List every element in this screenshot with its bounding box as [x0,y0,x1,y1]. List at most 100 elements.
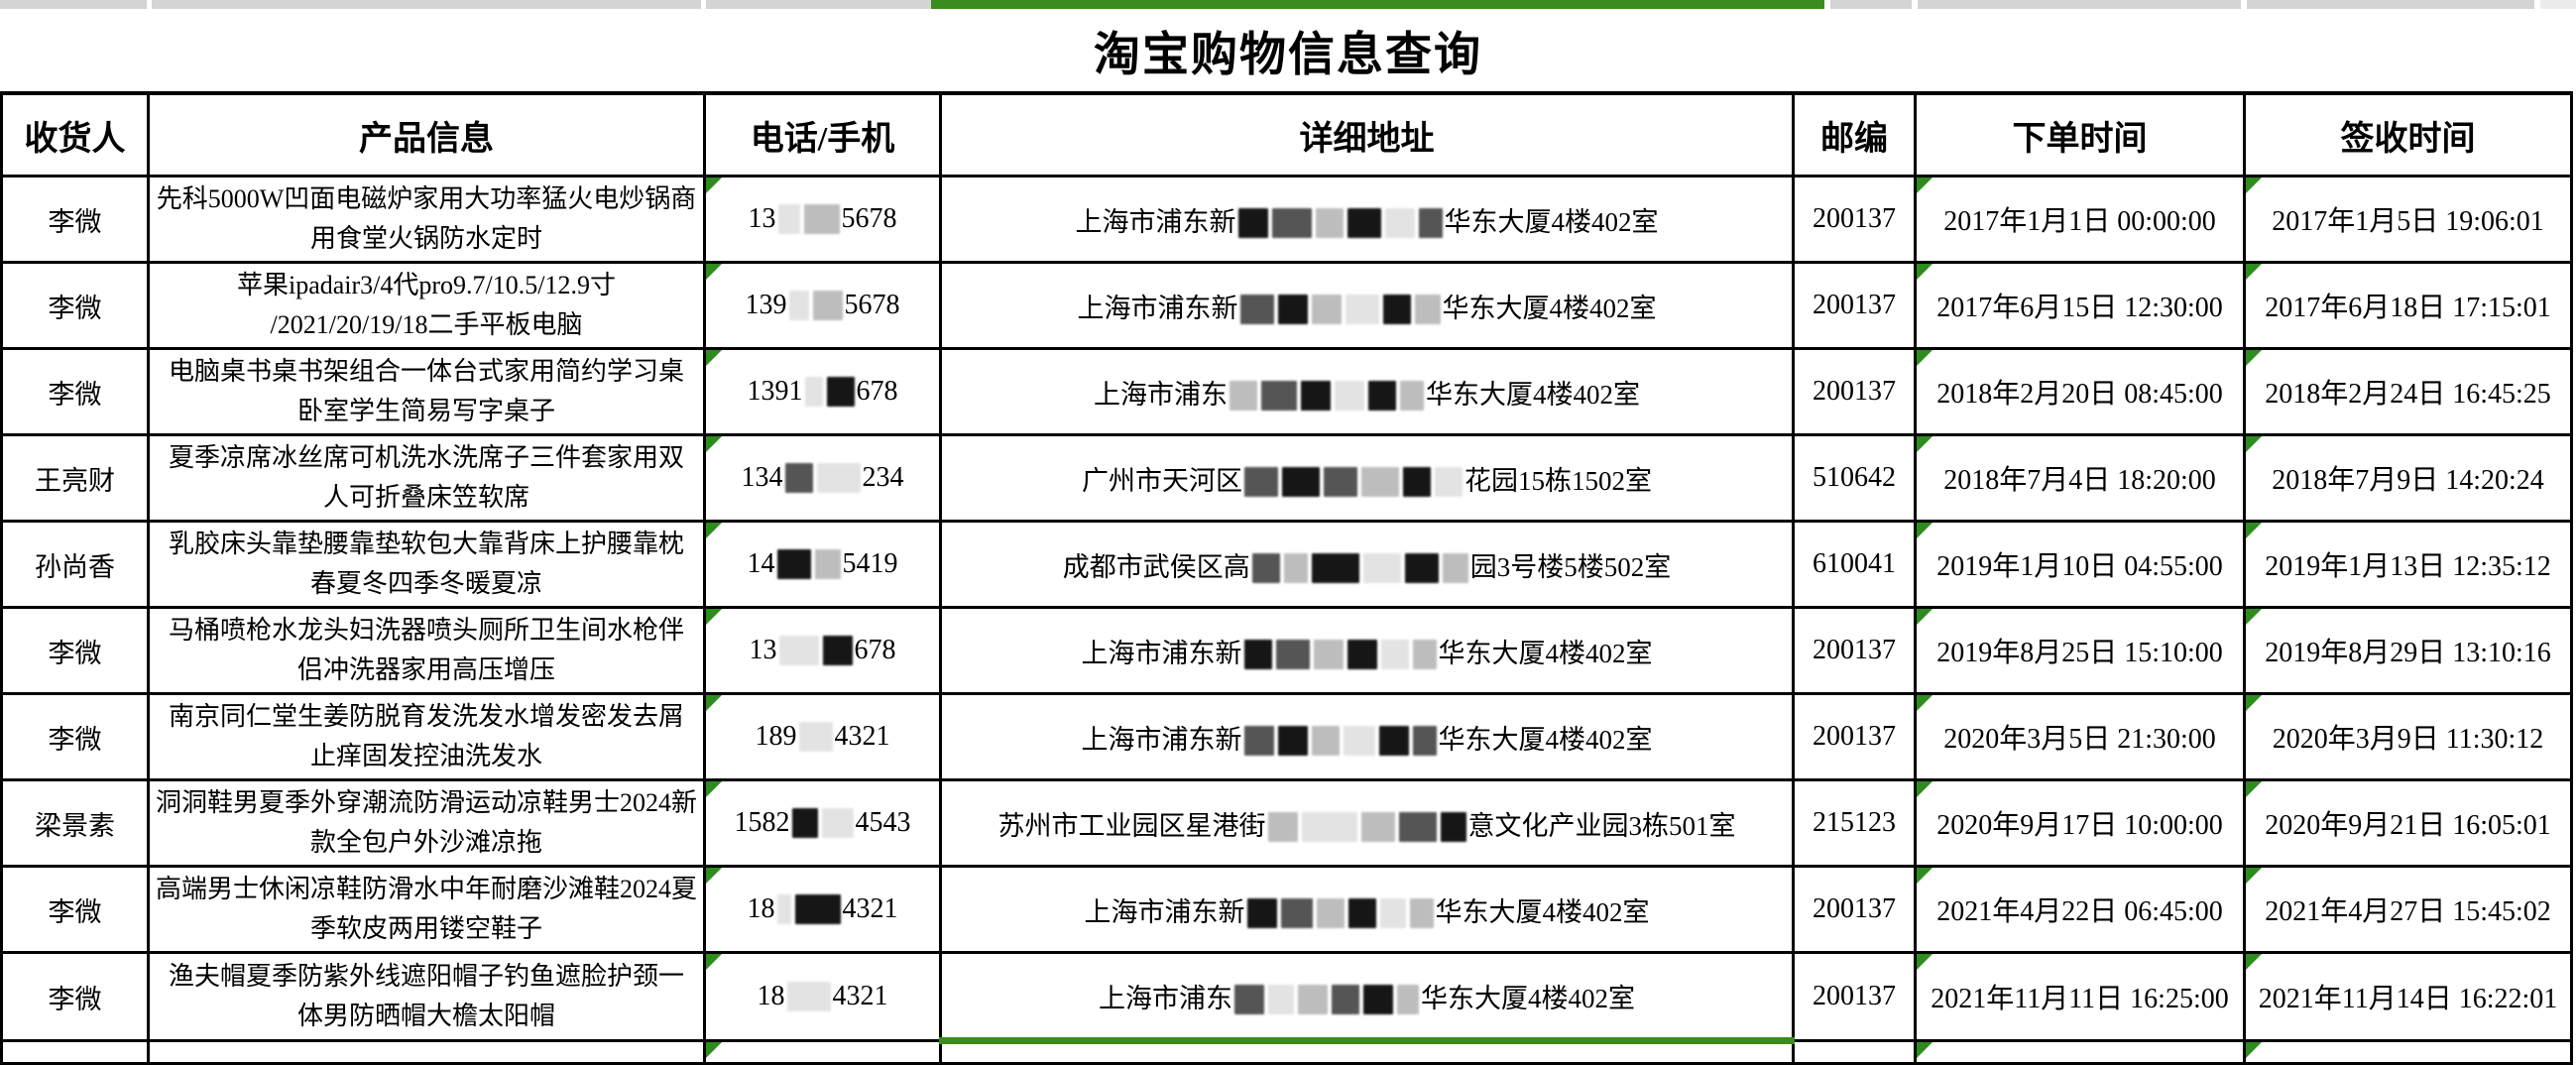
phone-cell[interactable]: 18 4321 [703,951,942,1042]
header-order-time[interactable]: 下单时间 [1914,91,2246,178]
product-cell[interactable]: 夏季凉席冰丝席可机洗水洗席子三件套家用双 人可折叠床笠软席 [147,433,706,523]
sign-time-value: 2020年3月9日 11:30:12 [2272,724,2544,755]
sign-time-cell[interactable]: 2018年2月24日 16:45:25 [2243,347,2573,436]
address-cell[interactable]: 上海市浦东新 华东大厦4楼402室 [939,865,1795,954]
address-cell[interactable]: 上海市浦东 华东大厦4楼402室 [939,347,1795,436]
address-cell[interactable]: 上海市浦东 华东大厦4楼402室 [939,951,1795,1042]
redaction-block [1324,466,1357,497]
address-cell[interactable]: 上海市浦东新 华东大厦4楼402室 [939,175,1795,264]
recipient-cell[interactable]: 李微 [0,175,150,264]
redaction-block [1347,639,1377,669]
zip-cell[interactable] [1792,1039,1917,1065]
header-zip[interactable]: 邮编 [1792,91,1917,178]
recipient-cell[interactable]: 李微 [0,261,150,350]
phone-cell[interactable] [703,1039,942,1065]
recipient-cell[interactable] [0,1039,150,1065]
zip-cell[interactable]: 510642 [1792,433,1917,523]
address-cell[interactable] [939,1037,1795,1065]
recipient-cell[interactable]: 李微 [0,692,150,781]
header-recipient[interactable]: 收货人 [0,91,150,178]
phone-cell[interactable]: 18 4321 [703,865,942,954]
error-indicator-triangle-icon [1918,351,1932,366]
product-cell[interactable]: 马桶喷枪水龙头妇洗器喷头厕所卫生间水枪伴 侣冲洗器家用高压增压 [147,606,706,695]
sign-time-cell[interactable]: 2019年1月13日 12:35:12 [2243,520,2573,609]
redaction-block [1243,725,1274,756]
phone-cell[interactable]: 1391 678 [703,347,942,436]
phone-prefix: 18 [747,893,775,924]
recipient-cell[interactable]: 王亮财 [0,433,150,523]
header-sign-time[interactable]: 签收时间 [2243,91,2573,178]
zip-cell[interactable]: 200137 [1792,692,1917,781]
order-time-cell[interactable]: 2021年4月22日 06:45:00 [1914,865,2246,954]
table-row: 李微 渔夫帽夏季防紫外线遮阳帽子钓鱼遮脸护颈一 体男防晒帽大檐太阳帽 18 4321 上… [0,951,2573,1042]
zip-cell[interactable]: 200137 [1792,951,1917,1042]
phone-cell[interactable]: 134 234 [703,433,942,523]
sign-time-cell[interactable]: 2017年6月18日 17:15:01 [2243,261,2573,350]
order-time-cell[interactable]: 2019年1月10日 04:55:00 [1914,520,2246,609]
redaction-block [1311,552,1359,583]
table-row: 李微 先科5000W凹面电磁炉家用大功率猛火电炒锅商 用食堂火锅防水定时 13 567… [0,175,2573,264]
recipient-cell[interactable]: 李微 [0,865,150,954]
sign-time-cell[interactable] [2243,1039,2573,1065]
address-cell[interactable]: 苏州市工业园区星港街 意文化产业园3栋501室 [939,778,1795,868]
recipient-cell[interactable]: 李微 [0,951,150,1042]
order-time-cell[interactable]: 2017年1月1日 00:00:00 [1914,175,2246,264]
phone-cell[interactable]: 14 5419 [703,520,942,609]
address-suffix: 华东大厦4楼402室 [1435,896,1650,927]
recipient-cell[interactable]: 李微 [0,347,150,436]
product-cell[interactable]: 南京同仁堂生姜防脱育发洗发水增发密发去屑 止痒固发控油洗发水 [147,692,706,781]
zip-cell[interactable]: 200137 [1792,347,1917,436]
phone-cell[interactable]: 189 4321 [703,692,942,781]
address-cell[interactable]: 成都市武侯区高 园3号楼5楼502室 [939,520,1795,609]
product-cell[interactable]: 电脑桌书桌书架组合一体台式家用简约学习桌 卧室学生简易写字桌子 [147,347,706,436]
product-cell[interactable]: 先科5000W凹面电磁炉家用大功率猛火电炒锅商 用食堂火锅防水定时 [147,175,706,264]
order-time-cell[interactable]: 2018年7月4日 18:20:00 [1914,433,2246,523]
header-address[interactable]: 详细地址 [939,91,1795,178]
address-cell[interactable]: 上海市浦东新 华东大厦4楼402室 [939,261,1795,350]
product-cell[interactable]: 洞洞鞋男夏季外穿潮流防滑运动凉鞋男士2024新 款全包户外沙滩凉拖 [147,778,706,868]
product-cell[interactable]: 苹果ipadair3/4代pro9.7/10.5/12.9寸 /2021/20/… [147,261,706,350]
sign-time-cell[interactable]: 2021年4月27日 15:45:02 [2243,865,2573,954]
product-cell[interactable] [147,1039,706,1065]
phone-cell[interactable]: 13 678 [703,606,942,695]
zip-cell[interactable]: 215123 [1792,778,1917,868]
order-time-cell[interactable]: 2020年3月5日 21:30:00 [1914,692,2246,781]
phone-cell[interactable]: 1582 4543 [703,778,942,868]
sign-time-cell[interactable]: 2020年9月21日 16:05:01 [2243,778,2573,868]
redaction-block [1311,294,1342,324]
zip-cell[interactable]: 200137 [1792,261,1917,350]
zip-cell[interactable]: 200137 [1792,175,1917,264]
address-cell[interactable]: 广州市天河区 花园15栋1502室 [939,433,1795,523]
phone-cell[interactable]: 139 5678 [703,261,942,350]
recipient-cell[interactable]: 李微 [0,606,150,695]
sign-time-cell[interactable]: 2020年3月9日 11:30:12 [2243,692,2573,781]
address-cell[interactable]: 上海市浦东新 华东大厦4楼402室 [939,606,1795,695]
product-cell[interactable]: 渔夫帽夏季防紫外线遮阳帽子钓鱼遮脸护颈一 体男防晒帽大檐太阳帽 [147,951,706,1042]
header-product[interactable]: 产品信息 [147,91,706,178]
product-cell[interactable]: 乳胶床头靠垫腰靠垫软包大靠背床上护腰靠枕 春夏冬四季冬暖夏凉 [147,520,706,609]
header-phone[interactable]: 电话/手机 [703,91,942,178]
sign-time-cell[interactable]: 2018年7月9日 14:20:24 [2243,433,2573,523]
address-cell[interactable]: 上海市浦东新 华东大厦4楼402室 [939,692,1795,781]
sign-time-cell[interactable]: 2019年8月29日 13:10:16 [2243,606,2573,695]
redaction-block [1234,984,1264,1014]
recipient-cell[interactable]: 梁景素 [0,778,150,868]
order-time-cell[interactable] [1914,1039,2246,1065]
order-time-cell[interactable]: 2019年8月25日 15:10:00 [1914,606,2246,695]
recipient-cell[interactable]: 孙尚香 [0,520,150,609]
zip-cell[interactable]: 610041 [1792,520,1917,609]
phone-cell[interactable]: 13 5678 [703,175,942,264]
order-time-cell[interactable]: 2021年11月11日 16:25:00 [1914,951,2246,1042]
order-time-cell[interactable]: 2018年2月20日 08:45:00 [1914,347,2246,436]
zip-cell[interactable]: 200137 [1792,865,1917,954]
order-time-cell[interactable]: 2020年9月17日 10:00:00 [1914,778,2246,868]
order-time-cell[interactable]: 2017年6月15日 12:30:00 [1914,261,2246,350]
sign-time-cell[interactable]: 2017年1月5日 19:06:01 [2243,175,2573,264]
product-cell[interactable]: 高端男士休闲凉鞋防滑水中年耐磨沙滩鞋2024夏 季软皮两用镂空鞋子 [147,865,706,954]
page-title[interactable]: 淘宝购物信息查询 [1094,30,1482,81]
zip-cell[interactable]: 200137 [1792,606,1917,695]
redaction-block [1315,207,1344,238]
sign-time-cell[interactable]: 2021年11月14日 16:22:01 [2243,951,2573,1042]
redaction-block [776,894,791,924]
address-suffix: 华东大厦4楼402室 [1438,638,1653,668]
